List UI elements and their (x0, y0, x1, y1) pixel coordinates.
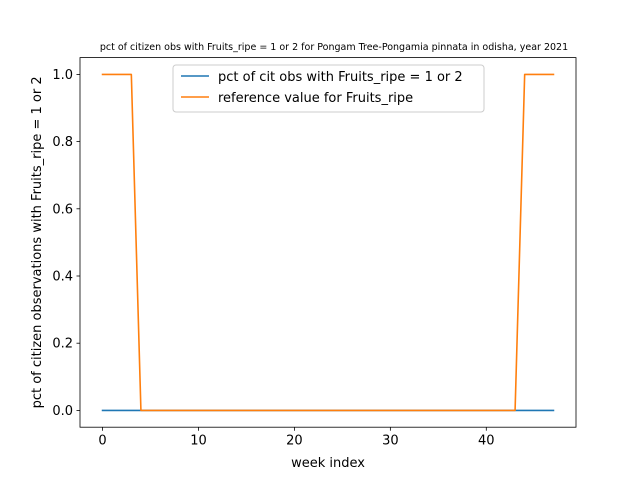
x-tick-label: 30 (382, 434, 399, 449)
chart-title: pct of citizen obs with Fruits_ripe = 1 … (100, 42, 568, 53)
y-axis: 0.0 0.2 0.4 0.6 0.8 1.0 (52, 68, 80, 419)
y-tick-label: 0.0 (52, 404, 73, 419)
x-tick-label: 10 (190, 434, 207, 449)
legend: pct of cit obs with Fruits_ripe = 1 or 2… (172, 64, 485, 113)
x-tick-label: 20 (286, 434, 303, 449)
legend-box (172, 64, 485, 113)
x-tick-label: 0 (98, 434, 106, 449)
x-tick-label: 40 (478, 434, 495, 449)
series-layer (101, 73, 555, 412)
y-tick-label: 0.6 (52, 202, 73, 217)
y-tick-label: 0.8 (52, 135, 73, 150)
plot-background (80, 57, 576, 428)
x-axis: 0 10 20 30 40 (98, 427, 495, 449)
plot-area (79, 57, 577, 428)
legend-label-citizen-obs: pct of cit obs with Fruits_ripe = 1 or 2 (218, 70, 463, 85)
x-axis-label: week index (291, 456, 365, 471)
y-tick-label: 0.4 (52, 270, 73, 285)
plot-frame (79, 57, 577, 428)
y-axis-label: pct of citizen observations with Fruits_… (30, 76, 45, 408)
legend-label-reference-value: reference value for Fruits_ripe (218, 91, 413, 106)
y-tick-label: 0.2 (52, 337, 73, 352)
series-line-reference-value (101, 73, 555, 412)
y-tick-label: 1.0 (52, 68, 73, 83)
